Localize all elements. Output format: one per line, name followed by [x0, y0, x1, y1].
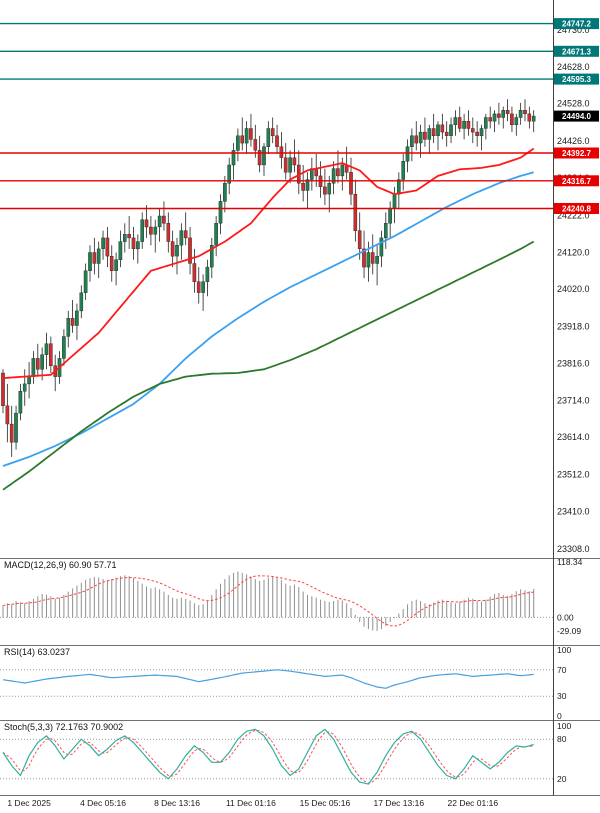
price-tick: 23410.0 [557, 507, 590, 517]
rsi-axis-label: 30 [557, 691, 567, 701]
time-label: 15 Dec 05:16 [300, 798, 351, 808]
horizontal-levels[interactable] [0, 22, 553, 210]
price-tag [554, 18, 599, 30]
price-tick: 23614.0 [557, 432, 590, 442]
price-tags: 24747.2 24671.3 24595.3 24392.7 24316.7 24240… [554, 18, 599, 214]
price-tag-label: 24392.7 [562, 149, 591, 158]
price-tick: 23714.0 [557, 396, 590, 406]
time-label: 22 Dec 01:16 [448, 798, 499, 808]
price-tag [554, 45, 599, 57]
price-tag-label: 24595.3 [562, 75, 591, 84]
time-axis: 1 Dec 2025 4 Dec 05:16 8 Dec 13:16 11 Dec 0… [7, 798, 498, 808]
time-label: 8 Dec 13:16 [154, 798, 200, 808]
price-tag [554, 110, 599, 122]
macd-signal-line [2, 575, 534, 627]
rsi-axis-label: 0 [557, 711, 562, 721]
stoch-axis-label: 20 [557, 774, 567, 784]
macd-indicator-label: MACD(12,26,9) 60.90 57.71 [4, 560, 117, 570]
time-label: 4 Dec 05:16 [80, 798, 126, 808]
rsi-axis-label: 100 [557, 645, 571, 655]
price-tag-label: 24671.3 [562, 47, 591, 56]
rsi-line [2, 669, 534, 689]
stoch-d-line [2, 729, 534, 784]
candlestick-series [1, 99, 536, 457]
time-label: 1 Dec 2025 [7, 798, 51, 808]
price-tag-label: 24494.0 [562, 112, 591, 121]
price-tag [554, 175, 599, 187]
price-tick: 24426.0 [557, 136, 590, 146]
price-tag-label: 24747.2 [562, 20, 591, 29]
macd-axis-label: -29.09 [557, 626, 581, 636]
price-axis: 24730.024628.024528.024426.024324.024222… [557, 25, 590, 554]
ma-slow-green-line [2, 240, 535, 491]
price-tick: 24020.0 [557, 284, 590, 294]
price-tick: 24730.0 [557, 25, 590, 35]
price-tick: 24628.0 [557, 62, 590, 72]
ma-fast-red-line [2, 147, 535, 379]
rsi-indicator-label: RSI(14) 63.0237 [4, 647, 71, 657]
stoch-indicator-label: Stoch(5,3,3) 72.1763 70.9002 [4, 722, 124, 732]
time-label: 11 Dec 01:16 [226, 798, 276, 808]
price-tick: 24528.0 [557, 99, 590, 109]
ma-mid-blue-line [2, 171, 534, 467]
price-tick: 24222.0 [557, 210, 590, 220]
stoch-axis-label: 100 [557, 721, 571, 731]
panel-separators [0, 0, 600, 796]
time-label: 17 Dec 13:16 [374, 798, 425, 808]
macd-axis-label: 0.00 [557, 612, 574, 622]
stoch-axis-label: 80 [557, 734, 567, 744]
price-tick: 23308.0 [557, 544, 590, 554]
stoch-k-line [2, 728, 534, 785]
macd-axis-label: 118.34 [557, 557, 583, 567]
macd-panel: 118.34 0.00 -29.09 [0, 557, 583, 636]
rsi-panel: 100 70 30 0 [0, 645, 571, 721]
rsi-axis-label: 70 [557, 665, 567, 675]
price-tick: 24120.0 [557, 248, 590, 258]
price-tag [554, 147, 599, 159]
price-tick: 23816.0 [557, 359, 590, 369]
price-tag [554, 73, 599, 85]
price-tag-label: 24240.8 [562, 205, 591, 214]
price-tick: 23918.0 [557, 321, 590, 331]
stochastic-panel: 100 80 20 [0, 721, 571, 785]
price-tag-label: 24316.7 [562, 177, 591, 186]
price-tick: 23512.0 [557, 469, 590, 479]
price-tag [554, 203, 599, 214]
